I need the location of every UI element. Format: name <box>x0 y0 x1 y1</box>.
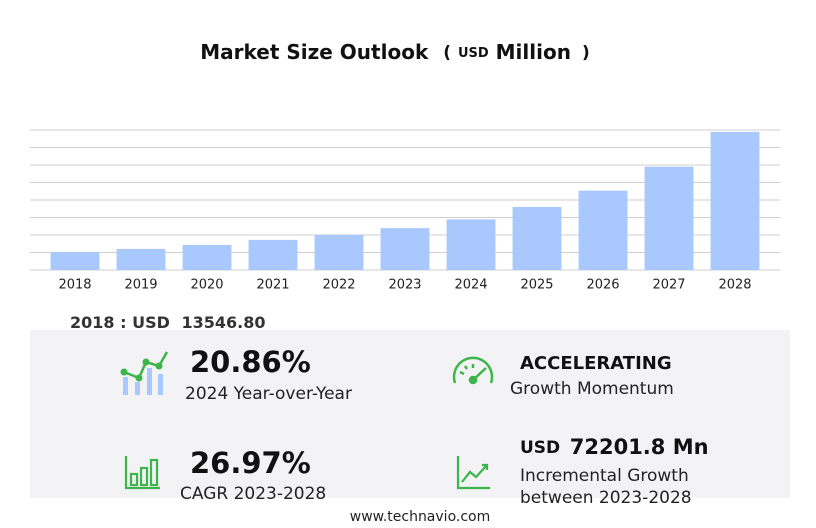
x-tick-label: 2028 <box>718 278 751 293</box>
x-tick-label: 2023 <box>388 278 421 293</box>
yoy-icon <box>120 351 169 395</box>
x-tick-label: 2020 <box>190 278 223 293</box>
title-paren: ( <box>443 43 451 63</box>
incr-label: Incremental Growth <box>520 466 689 486</box>
bar <box>710 131 760 270</box>
title-text: Market Size Outlook <box>200 40 429 64</box>
incremental-icon <box>456 456 490 490</box>
bar <box>314 234 364 270</box>
x-tick-label: 2018 <box>58 278 91 293</box>
x-tick-label: 2025 <box>520 278 553 293</box>
cagr-value: 26.97% <box>190 446 311 480</box>
base-label: 2018 : USD <box>70 313 170 332</box>
x-tick-label: 2021 <box>256 278 289 293</box>
incremental-value: USD 72201.8 Mn <box>520 435 709 459</box>
x-tick-label: 2027 <box>652 278 685 293</box>
incr-currency: USD <box>520 438 560 458</box>
bar <box>116 248 166 270</box>
title-paren: ) <box>582 43 590 63</box>
momentum-label: Growth Momentum <box>510 379 674 399</box>
bar <box>446 219 496 270</box>
x-tick-label: 2022 <box>322 278 355 293</box>
x-tick-label: 2026 <box>586 278 619 293</box>
momentum-icon <box>452 356 494 385</box>
yoy-label: 2024 Year-over-Year <box>185 384 352 404</box>
incr-label: between 2023-2028 <box>520 488 692 508</box>
chart-title: Market Size Outlook ( USD Million ) <box>200 40 589 64</box>
base-value: 13546.80 <box>181 313 265 332</box>
cagr-icon <box>124 456 160 490</box>
bar <box>380 228 430 270</box>
yoy-value: 20.86% <box>190 345 311 379</box>
bar <box>248 239 298 270</box>
incr-value: 72201.8 Mn <box>570 435 709 459</box>
bar <box>182 244 232 270</box>
source: www.technavio.com <box>350 509 491 525</box>
x-tick-label: 2024 <box>454 278 487 293</box>
bar <box>578 190 628 270</box>
cagr-label: CAGR 2023-2028 <box>180 484 326 504</box>
bar <box>512 206 562 270</box>
momentum-value: ACCELERATING <box>520 353 672 374</box>
x-tick-label: 2019 <box>124 278 157 293</box>
base-year: 2018 : USD 13546.80 <box>70 313 265 332</box>
bar <box>50 251 100 270</box>
title-unit: Million <box>496 40 571 64</box>
title-currency: USD <box>458 46 489 61</box>
bar <box>644 166 694 270</box>
